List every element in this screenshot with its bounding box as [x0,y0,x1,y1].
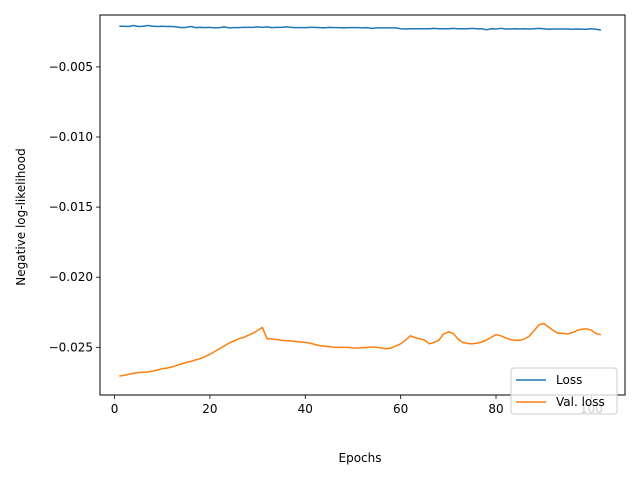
x-axis-label: Epochs [339,451,382,465]
x-tick-label: 20 [202,402,217,416]
plot-frame [99,14,626,396]
legend: Loss Val. loss [510,367,618,415]
y-axis-label: Negative log-likelihood [14,148,28,285]
y-tick-label: −0.010 [49,130,93,144]
y-tick-label: −0.015 [49,200,93,214]
x-tick-label: 40 [298,402,313,416]
y-tick-label: −0.025 [49,340,93,354]
y-axis: −0.005 −0.010 −0.015 −0.020 −0.025 [49,60,100,354]
x-tick-label: 60 [393,402,408,416]
x-tick-label: 0 [111,402,119,416]
legend-label-loss: Loss [556,373,582,387]
plot-lines [119,24,602,377]
legend-label-val-loss: Val. loss [556,395,605,409]
y-tick-label: −0.005 [49,60,93,74]
series-line-loss [119,24,602,31]
series-line-val-loss [119,322,602,377]
y-tick-label: −0.020 [49,270,93,284]
x-tick-label: 80 [488,402,503,416]
